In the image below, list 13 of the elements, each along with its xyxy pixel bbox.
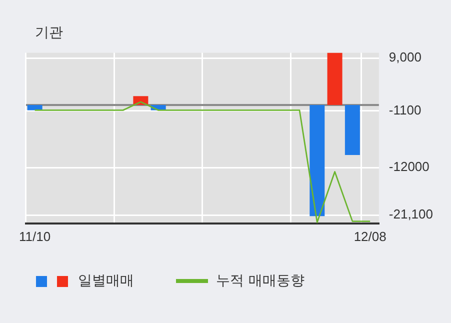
y-tick-label: -12000 (388, 159, 430, 174)
bar (27, 104, 42, 110)
x-tick-label: 11/10 (19, 228, 51, 244)
y-tick-label: 9,000 (388, 50, 422, 65)
chart-title: 기관 (35, 24, 63, 42)
bar (344, 104, 360, 156)
legend-label: 일별매매 (78, 272, 134, 290)
y-tick-label: -21,100 (388, 206, 434, 222)
legend-label: 누적 매매동향 (216, 272, 304, 290)
bar (327, 52, 342, 105)
x-tick-label: 12/08 (354, 228, 386, 244)
bar (310, 104, 325, 216)
y-tick-label: -1100 (388, 102, 422, 118)
